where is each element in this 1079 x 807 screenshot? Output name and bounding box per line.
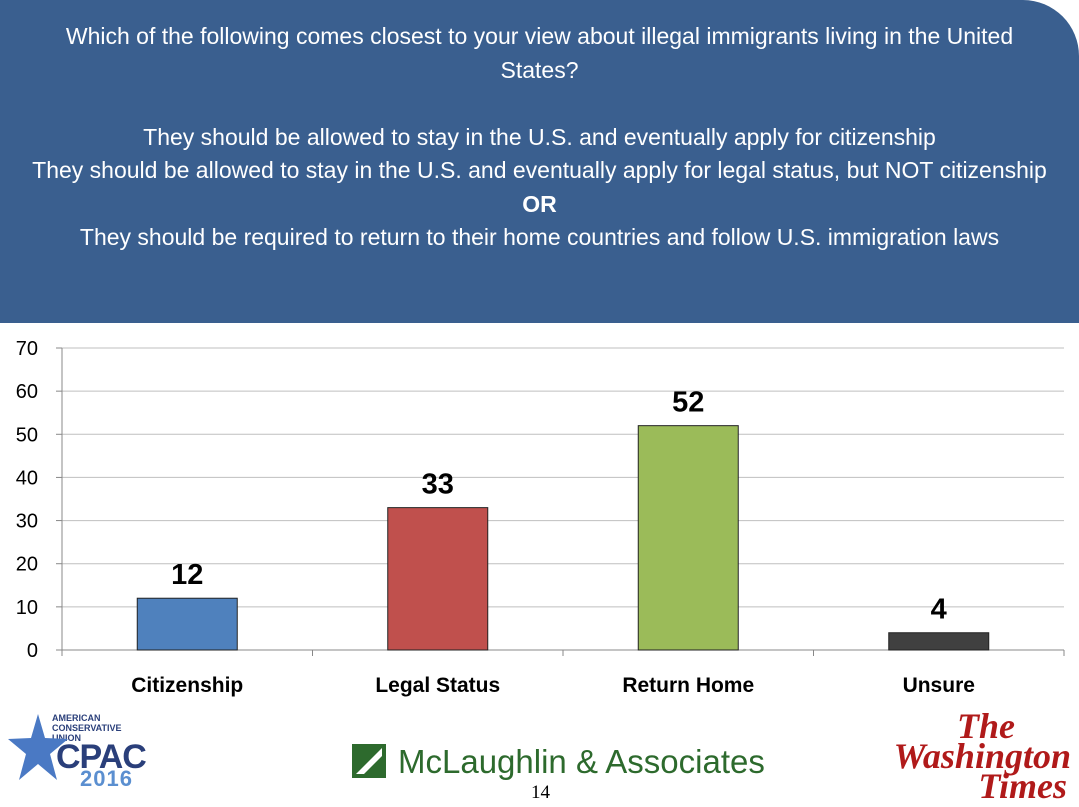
newspaper-line-1: The	[957, 706, 1015, 746]
option-legal-status-text: They should be allowed to stay in the U.…	[32, 157, 1047, 183]
data-label: 12	[171, 559, 203, 591]
option-return-home-text: They should be required to return to the…	[79, 224, 1000, 250]
bar-legal-status	[387, 507, 489, 651]
y-tick-label: 50	[16, 424, 38, 446]
cpac-logo-text: CPAC	[56, 738, 147, 776]
pollster-name: McLaughlin & Associates	[398, 743, 765, 780]
x-category-label: Unsure	[903, 674, 975, 697]
x-category-label: Citizenship	[131, 674, 243, 697]
bar-citizenship	[136, 597, 238, 651]
y-tick-label: 70	[16, 338, 38, 360]
washington-times-logo: The Washington Times	[893, 706, 1071, 806]
x-category-label: Return Home	[622, 674, 754, 697]
or-text: OR	[522, 190, 557, 217]
y-tick-label: 30	[16, 511, 38, 533]
y-tick-label: 60	[16, 381, 38, 403]
newspaper-line-2: Washington	[893, 736, 1071, 776]
cpac-year-text: 2016	[80, 766, 133, 791]
data-label: 4	[931, 594, 947, 626]
data-label: 52	[672, 387, 704, 419]
question-header: Which of the following comes closest to …	[0, 0, 1079, 323]
data-label: 33	[422, 469, 454, 501]
option-citizenship-text: They should be allowed to stay in the U.…	[143, 123, 936, 150]
y-tick-label: 20	[16, 554, 38, 576]
bar-chart: 0 10 20 30 40 50 60 70 12 Citizenship 33 Legal Stat…	[16, 338, 1065, 697]
y-tick-label: 40	[16, 467, 38, 489]
x-category-label: Legal Status	[375, 674, 500, 697]
newspaper-line-3: Times	[978, 766, 1067, 806]
bar-return-home	[637, 425, 739, 651]
page-number: 14	[531, 782, 550, 803]
y-tick-label: 0	[27, 640, 38, 662]
y-tick-label: 10	[16, 597, 38, 619]
cpac-organization-text: AMERICAN CONSERVATIVE UNION	[52, 713, 122, 743]
bar-unsure	[888, 632, 990, 651]
mclaughlin-logo-icon	[352, 744, 386, 778]
cpac-star-icon	[8, 714, 68, 780]
question-text: Which of the following comes closest to …	[65, 23, 1014, 83]
